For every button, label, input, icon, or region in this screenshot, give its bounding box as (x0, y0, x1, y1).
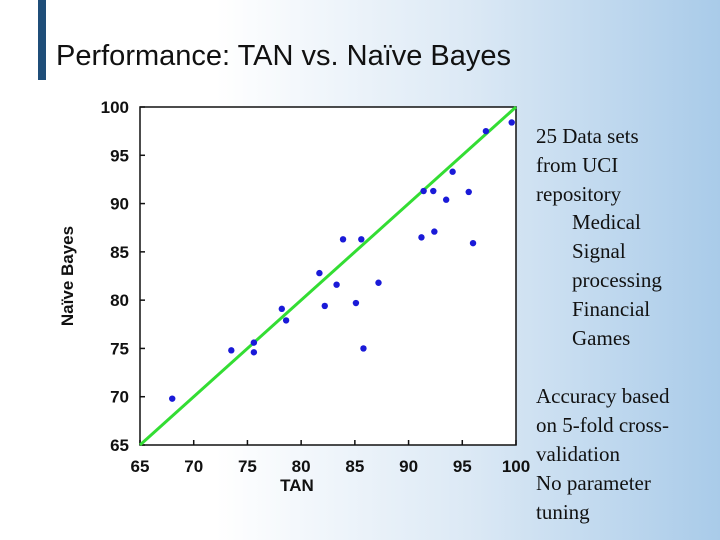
data-point (442, 196, 450, 203)
data-point (352, 299, 360, 307)
slide-title: Performance: TAN vs. Naïve Bayes (56, 40, 512, 72)
notes-panel: 25 Data sets from UCI repository Medical… (536, 122, 716, 526)
x-tick-label: 95 (453, 457, 472, 476)
y-tick-label: 65 (110, 436, 129, 455)
x-tick-label: 90 (399, 457, 418, 476)
y-tick-label: 80 (110, 291, 129, 310)
note-subline: Financial (572, 296, 651, 321)
title-accent-bar (38, 0, 46, 80)
note-line: tuning (536, 499, 590, 524)
x-tick-label: 70 (184, 457, 203, 476)
y-tick-label: 95 (110, 146, 129, 165)
reference-diagonal-line (138, 105, 518, 447)
note-line: No parameter (536, 470, 651, 495)
data-point (375, 279, 382, 286)
note-line: validation (536, 441, 620, 466)
y-axis-label: Naïve Bayes (58, 226, 77, 326)
data-point (321, 302, 328, 310)
note-subline: processing (572, 267, 662, 292)
data-point (430, 187, 437, 195)
y-tick-label: 100 (101, 98, 129, 117)
data-point (278, 305, 286, 313)
data-point (228, 347, 235, 354)
y-tick-label: 90 (110, 195, 129, 214)
x-tick-label: 75 (238, 457, 257, 476)
note-line: 25 Data sets (536, 124, 639, 148)
data-point (418, 234, 425, 241)
x-tick-label: 65 (131, 457, 150, 476)
data-point (333, 281, 340, 288)
data-point (282, 317, 290, 324)
y-tick-label: 75 (110, 339, 129, 358)
data-point (469, 239, 477, 247)
x-tick-label: 80 (292, 457, 311, 476)
note-subline: Signal (572, 239, 626, 264)
data-point (250, 349, 258, 356)
data-point (250, 339, 258, 346)
note-line: on 5-fold cross- (536, 413, 669, 438)
data-point (465, 188, 472, 196)
data-point (482, 127, 490, 135)
data-points (169, 119, 515, 402)
note-line: from UCI (536, 152, 619, 177)
data-point (316, 269, 323, 277)
x-tick-label: 100 (502, 457, 530, 476)
data-point (169, 395, 176, 402)
x-axis-label: TAN (280, 476, 314, 495)
data-point (508, 119, 515, 126)
data-point (449, 168, 456, 175)
data-point (339, 236, 347, 243)
y-tick-label: 70 (110, 388, 129, 407)
y-tick-label: 85 (110, 243, 129, 262)
note-subline: Games (572, 325, 631, 350)
note-line: Accuracy based (536, 384, 670, 409)
data-point (431, 228, 438, 235)
data-point (420, 187, 427, 195)
note-line: repository (536, 181, 622, 206)
data-point (358, 236, 365, 243)
x-tick-label: 85 (345, 457, 364, 476)
data-point (360, 345, 367, 352)
note-subline: Medical (572, 210, 641, 235)
